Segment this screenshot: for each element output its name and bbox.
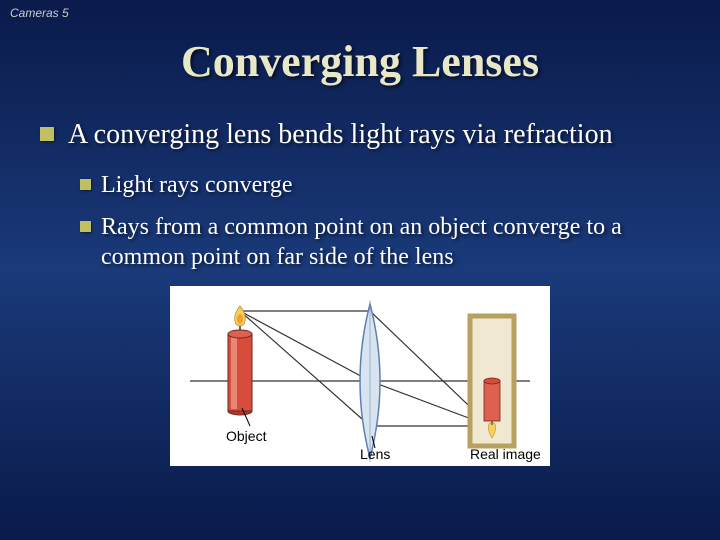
main-bullet-text: A converging lens bends light rays via r… bbox=[68, 117, 613, 152]
sub-bullet-text: Light rays converge bbox=[101, 170, 293, 200]
sub-bullet-list: Light rays converge Rays from a common p… bbox=[80, 170, 680, 272]
diagram-label-object: Object bbox=[226, 428, 266, 444]
diagram-container: Object Lens Real image bbox=[40, 286, 680, 466]
slide-header: Cameras 5 bbox=[0, 0, 720, 26]
bullet-icon bbox=[40, 127, 54, 141]
diagram-label-image: Real image bbox=[470, 446, 541, 462]
slide-content: A converging lens bends light rays via r… bbox=[0, 117, 720, 466]
slide-title: Converging Lenses bbox=[0, 36, 720, 87]
sub-bullet-row: Light rays converge bbox=[80, 170, 680, 200]
sub-bullet-row: Rays from a common point on an object co… bbox=[80, 212, 680, 272]
lens-diagram: Object Lens Real image bbox=[170, 286, 550, 466]
bullet-icon bbox=[80, 221, 91, 232]
bullet-icon bbox=[80, 179, 91, 190]
main-bullet-row: A converging lens bends light rays via r… bbox=[40, 117, 680, 152]
sub-bullet-text: Rays from a common point on an object co… bbox=[101, 212, 680, 272]
header-text: Cameras 5 bbox=[10, 6, 69, 20]
diagram-label-lens: Lens bbox=[360, 446, 390, 462]
